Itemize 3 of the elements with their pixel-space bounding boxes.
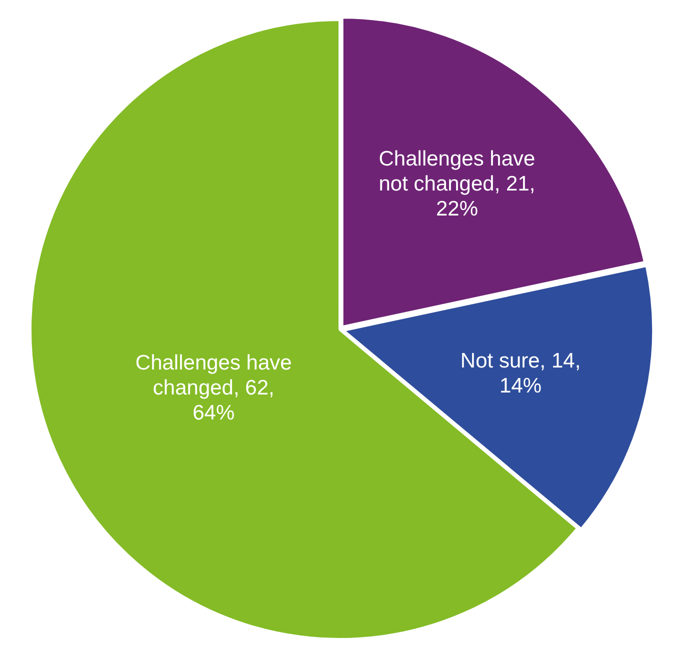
slice-label: Challenges have not changed, 21, 22% <box>378 148 536 221</box>
slice-label: Not sure, 14, 14% <box>460 350 581 398</box>
slice-label: Challenges have changed, 62, 64% <box>135 351 292 424</box>
